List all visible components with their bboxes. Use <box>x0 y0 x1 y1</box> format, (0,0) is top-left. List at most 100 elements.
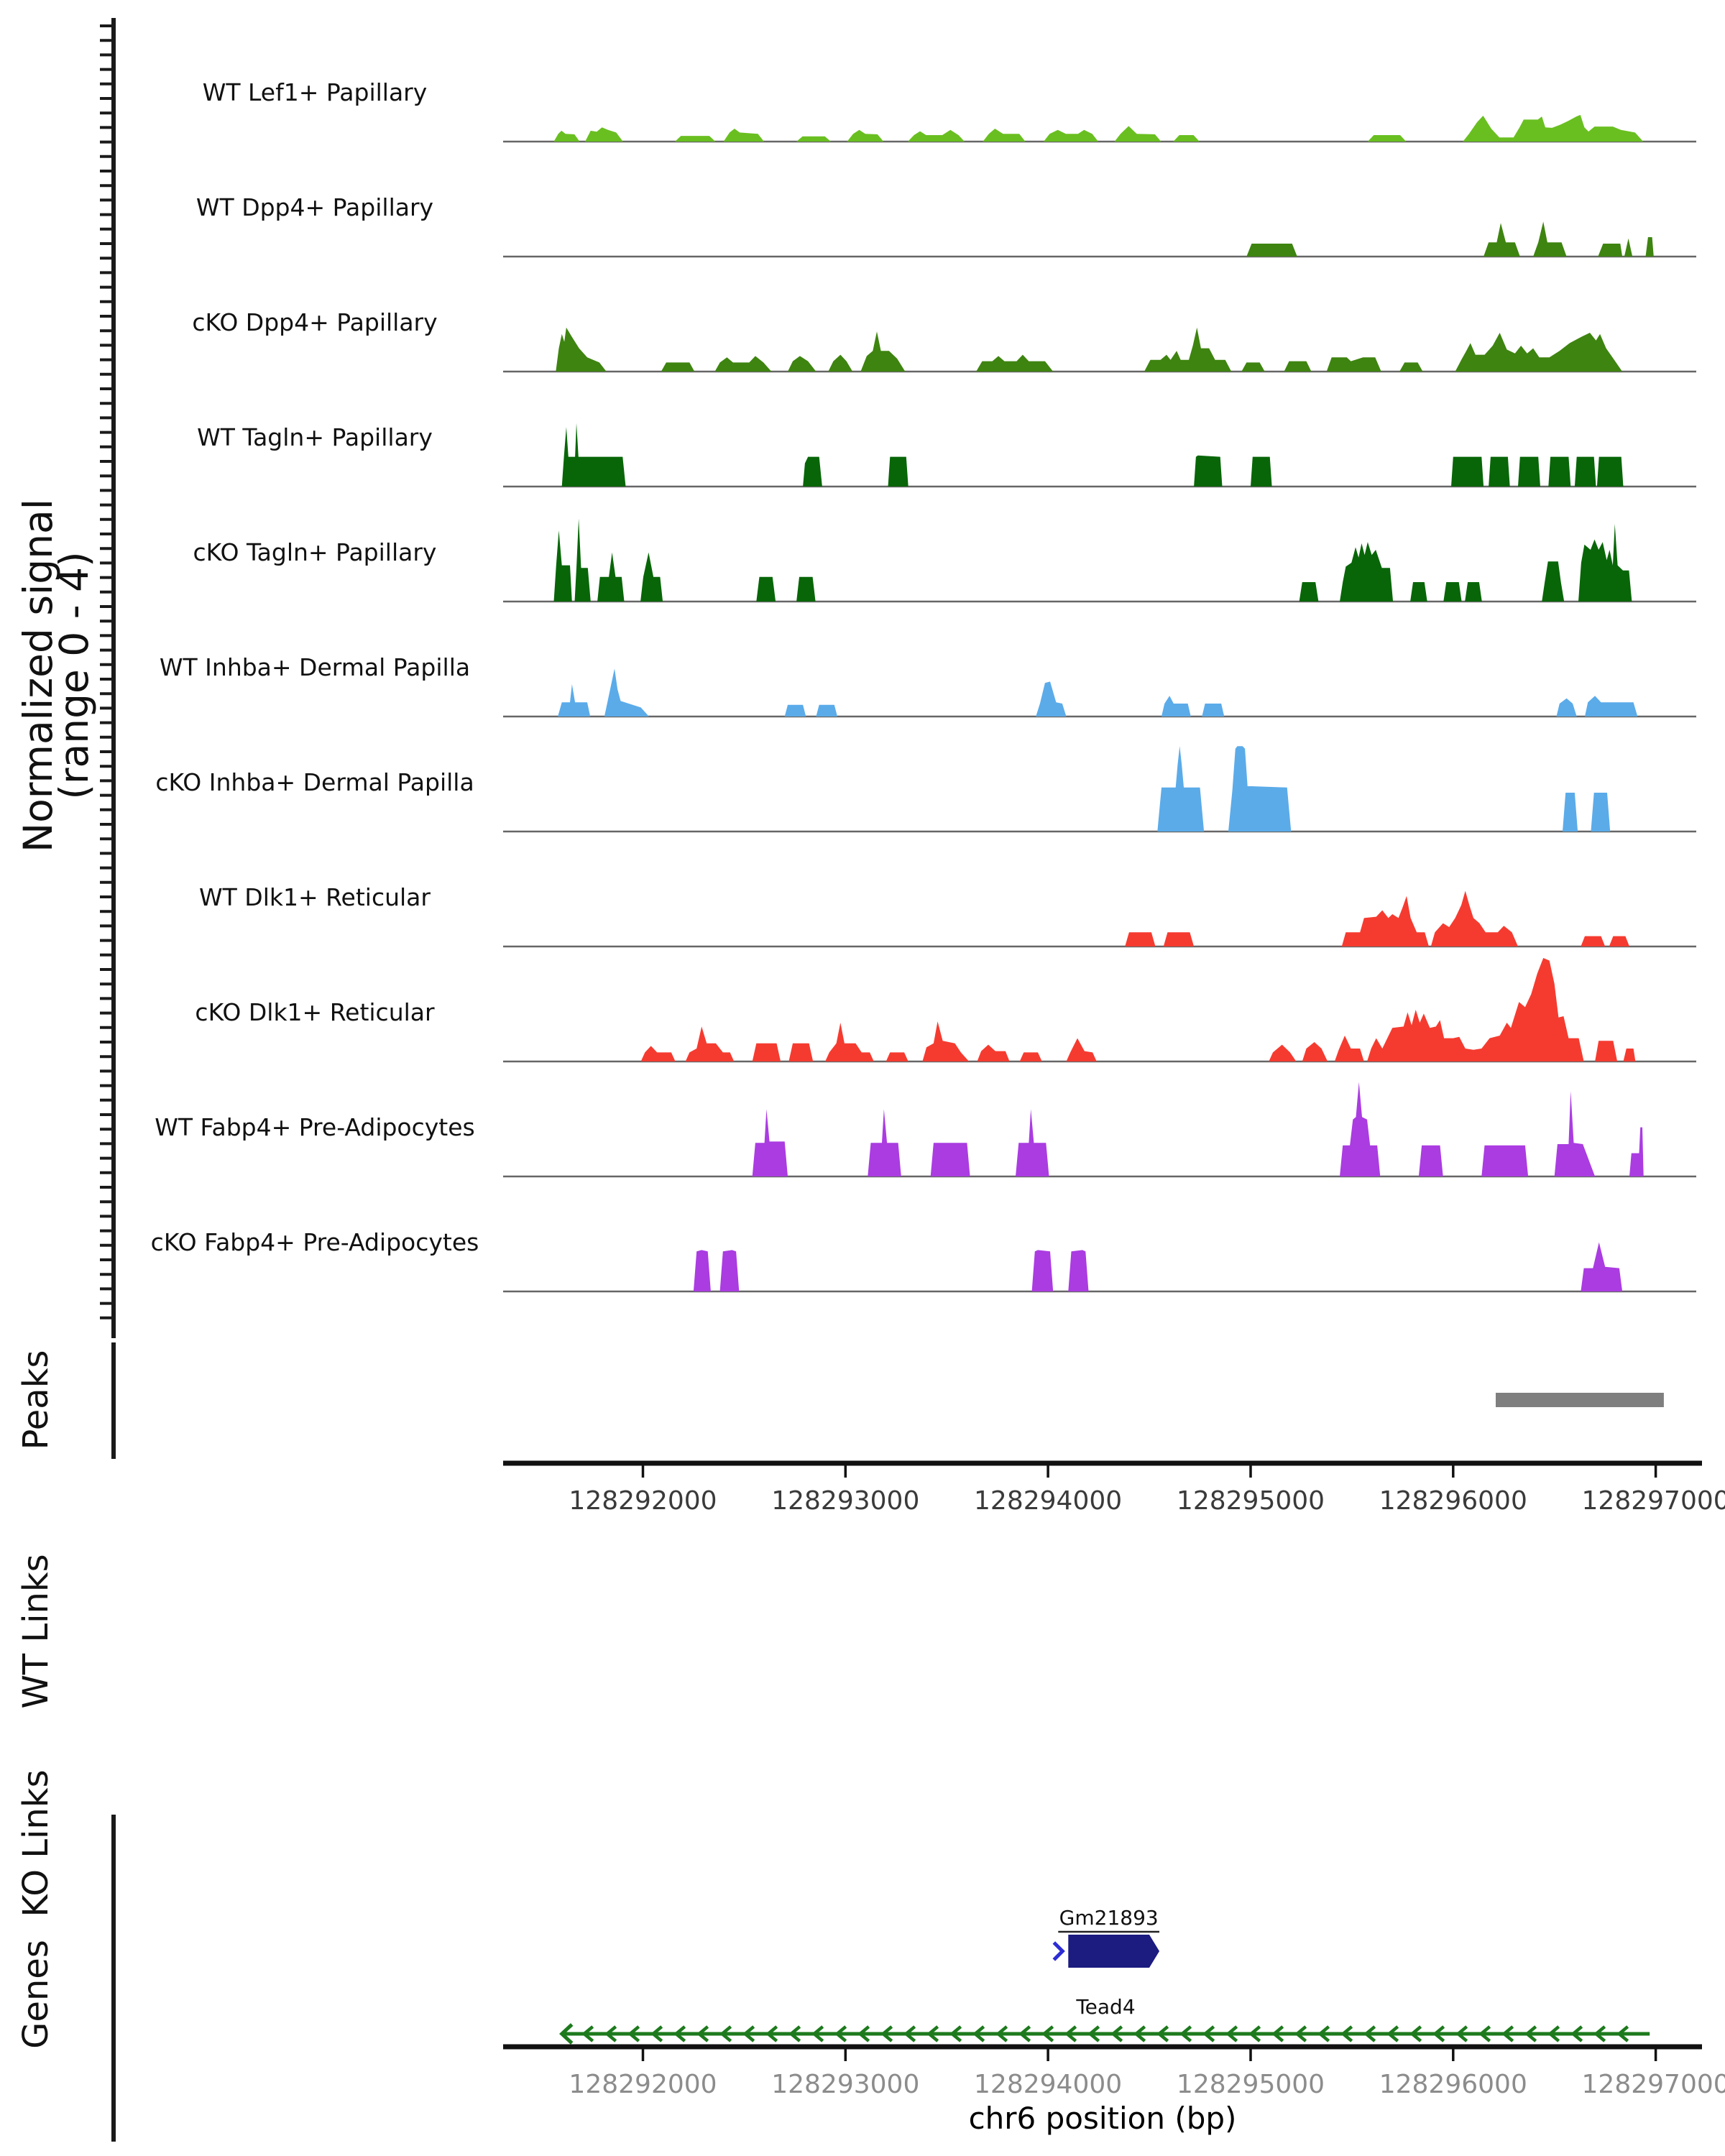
x-axis-tick-label: 128293000 <box>771 2070 919 2099</box>
gene-label: Gm21893 <box>1059 1906 1159 1930</box>
tracks: WT Lef1+ Papillary WT Dpp4+ Papillary cKO … <box>151 78 1696 1293</box>
track-label: WT Inhba+ Dermal Papilla <box>160 653 470 681</box>
gene-strand-minus-icon <box>949 2025 962 2042</box>
x-axis-tick-label: 128296000 <box>1379 2070 1527 2099</box>
gene-exon-box <box>1068 1935 1149 1968</box>
track-label: WT Lef1+ Papillary <box>203 78 428 106</box>
gene-strand-minus-icon <box>1294 2025 1307 2042</box>
gene-strand-minus-icon <box>581 2025 594 2042</box>
track-5: WT Inhba+ Dermal Papilla <box>160 653 1696 718</box>
gene-strand-minus-icon <box>1455 2025 1468 2042</box>
gene-strand-minus-icon <box>1202 2025 1215 2042</box>
gene-strand-minus-icon <box>972 2025 985 2042</box>
x-axis-tick-label: 128293000 <box>771 1486 919 1516</box>
track-signal-area <box>1125 890 1629 946</box>
track-signal-area <box>752 1082 1644 1176</box>
track-3: WT Tagln+ Papillary <box>197 423 1696 488</box>
track-signal-area <box>561 423 1624 487</box>
track-9: WT Fabp4+ Pre-Adipocytes <box>155 1082 1696 1178</box>
peaks-section-label: Peaks <box>16 1350 56 1450</box>
gene-strand-minus-icon <box>811 2025 824 2042</box>
axis-top: 128292000 128293000 128294000 128295000 1282… <box>503 1460 1725 1516</box>
x-axis-tick-label: 128292000 <box>569 1486 717 1516</box>
track-signal-area <box>553 518 1632 602</box>
x-axis-tick-label: 128294000 <box>974 1486 1122 1516</box>
gene-strand-minus-icon <box>1547 2025 1560 2042</box>
gene-strand-minus-icon <box>834 2025 847 2042</box>
track-label: WT Tagln+ Papillary <box>197 423 433 451</box>
x-axis-tick-label: 128295000 <box>1177 1486 1325 1516</box>
gene-strand-minus-icon <box>1248 2025 1261 2042</box>
gene-strand-minus-icon <box>604 2025 617 2042</box>
gene-strand-minus-icon <box>650 2025 663 2042</box>
track-6: cKO Inhba+ Dermal Papilla <box>155 746 1696 833</box>
gene-strand-minus-icon <box>1271 2025 1284 2042</box>
gene-strand-minus-icon <box>1133 2025 1146 2042</box>
gene-strand-minus-icon <box>1478 2025 1491 2042</box>
track-10: cKO Fabp4+ Pre-Adipocytes <box>151 1228 1696 1293</box>
track-label: WT Dpp4+ Papillary <box>196 193 433 221</box>
track-7: WT Dlk1+ Reticular <box>199 883 1696 948</box>
gene-strand-minus-icon <box>995 2025 1008 2042</box>
gene-strand-minus-icon <box>1340 2025 1353 2042</box>
gene-strand-minus-icon <box>1616 2025 1629 2042</box>
gene-strand-minus-icon <box>1064 2025 1077 2042</box>
wt-links-section-label: WT Links <box>16 1554 56 1708</box>
track-8: cKO Dlk1+ Reticular <box>195 958 1696 1063</box>
x-axis-tick-label: 128297000 <box>1582 2070 1725 2099</box>
gene-strand-minus-icon <box>1593 2025 1606 2042</box>
x-axis-tick-label: 128294000 <box>974 2070 1122 2099</box>
ko-links-section-label: KO Links <box>16 1769 56 1917</box>
track-signal-area <box>693 1242 1623 1291</box>
x-axis-tick-label: 128292000 <box>569 2070 717 2099</box>
track-signal-area <box>558 668 1638 717</box>
gene-strand-minus-icon <box>880 2025 893 2042</box>
gene-strand-minus-icon <box>1179 2025 1192 2042</box>
gene-strand-minus-icon <box>719 2025 732 2042</box>
gene-strand-minus-icon <box>1386 2025 1399 2042</box>
gene-strand-minus-icon <box>1363 2025 1376 2042</box>
gene-strand-minus-icon <box>857 2025 870 2042</box>
gene-strand-minus-icon <box>627 2025 640 2042</box>
peaks-section: Peaks <box>16 1342 1664 1459</box>
gene-strand-minus-icon <box>926 2025 939 2042</box>
gene-strand-minus-icon <box>1087 2025 1100 2042</box>
track-label: cKO Dpp4+ Papillary <box>192 308 437 336</box>
gene-strand-minus-icon <box>1018 2025 1031 2042</box>
gene-strand-minus-icon <box>1225 2025 1238 2042</box>
track-label: WT Fabp4+ Pre-Adipocytes <box>155 1113 474 1141</box>
gene-strand-minus-icon <box>1409 2025 1422 2042</box>
track-4: cKO Tagln+ Papillary <box>193 518 1696 603</box>
gene-strand-minus-icon <box>1317 2025 1330 2042</box>
track-signal-area <box>556 327 1623 372</box>
track-signal-area <box>1157 746 1611 831</box>
gene-arrowhead-icon <box>1149 1935 1159 1968</box>
track-signal-area <box>1246 221 1654 257</box>
track-signal-area <box>640 958 1636 1061</box>
gene-strand-minus-icon <box>1110 2025 1123 2042</box>
x-axis-tick-label: 128296000 <box>1379 1486 1527 1516</box>
peak-region-bar <box>1496 1393 1664 1407</box>
gene-strand-minus-icon <box>742 2025 755 2042</box>
genes-section: Genes Gm21893 Tead4 <box>16 1815 1650 2142</box>
gene-strand-plus-icon <box>1052 1941 1065 1961</box>
track-label: cKO Tagln+ Papillary <box>193 538 437 566</box>
x-axis-tick-label: 128295000 <box>1177 2070 1325 2099</box>
gene-strand-minus-icon <box>696 2025 709 2042</box>
x-axis-title: chr6 position (bp) <box>969 2101 1237 2136</box>
gene-strand-minus-icon <box>1156 2025 1169 2042</box>
track-2: cKO Dpp4+ Papillary <box>192 308 1696 373</box>
track-label: cKO Dlk1+ Reticular <box>195 998 435 1026</box>
genes-track: Gm21893 Tead4 <box>559 1906 1650 2045</box>
axis-bottom: 128292000 128293000 128294000 128295000 1282… <box>503 2044 1725 2099</box>
gene-strand-minus-icon <box>673 2025 686 2042</box>
gene-strand-minus-icon <box>788 2025 801 2042</box>
gene-strand-minus-icon <box>903 2025 916 2042</box>
track-label: cKO Inhba+ Dermal Papilla <box>155 768 474 796</box>
y-axis-label-line2: (range 0 - 4) <box>51 551 97 799</box>
signal-bracket <box>100 18 116 1338</box>
gene-strand-minus-icon <box>1570 2025 1583 2042</box>
peaks-track <box>1496 1393 1664 1407</box>
y-axis-label-line1: Normalized signal <box>15 499 61 852</box>
